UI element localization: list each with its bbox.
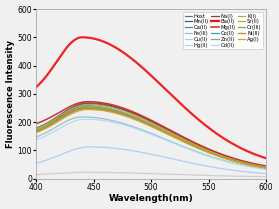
Y-axis label: Fluorescence Intensity: Fluorescence Intensity — [6, 40, 15, 148]
X-axis label: Wavelength(nm): Wavelength(nm) — [109, 194, 194, 203]
Legend: Host, Mn(II), Ca(II), Fe(III), Cu(II), Hg(II), Na(I), Ba(II), Mg(II), Co(II), Zn: Host, Mn(II), Ca(II), Fe(III), Cu(II), H… — [183, 12, 263, 49]
